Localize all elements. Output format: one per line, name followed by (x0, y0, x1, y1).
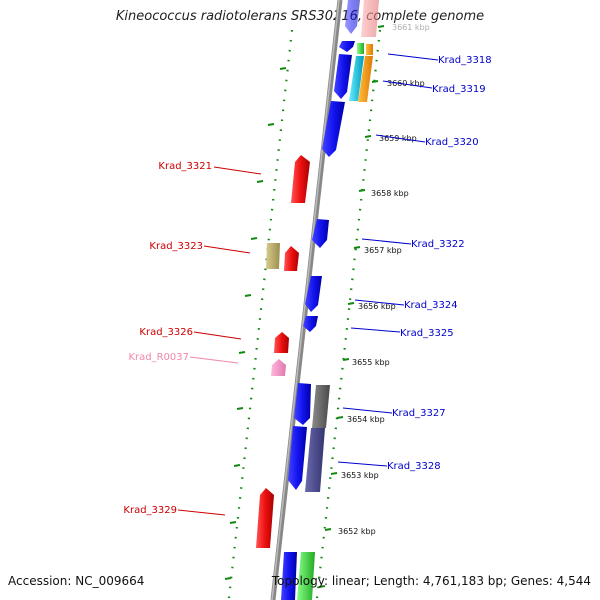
gene-navy-block[interactable] (305, 428, 325, 492)
tick-mark-3658 (358, 189, 366, 192)
gene-green-block[interactable] (357, 43, 364, 54)
label-krad-3325[interactable]: Krad_3325 (400, 328, 454, 339)
left-tick-mark (229, 521, 237, 524)
gene-grey-block[interactable] (312, 385, 330, 428)
genome-summary-text: Topology: linear; Length: 4,761,183 bp; … (271, 574, 591, 588)
leader-krad-3327 (342, 407, 393, 414)
gene-krad-3327[interactable] (294, 383, 311, 425)
leader-krad-3328 (337, 461, 388, 467)
tick-mark-3656 (347, 302, 355, 305)
left-tick-mark (250, 237, 258, 240)
gene-krad-3318[interactable] (339, 41, 355, 52)
gene-orange-block-top[interactable] (366, 44, 373, 55)
gene-krad-3323[interactable] (284, 246, 299, 271)
left-tick-mark (233, 464, 241, 467)
gene-krad-3321[interactable] (291, 155, 310, 203)
gene-krad-3320[interactable] (322, 101, 345, 157)
tick-mark-3659 (364, 135, 372, 138)
label-krad-3322[interactable]: Krad_3322 (411, 239, 465, 250)
leader-krad-r0037 (189, 356, 239, 364)
tick-label-3658: 3658 kbp (371, 189, 409, 198)
tick-mark-3651 (318, 585, 326, 588)
tick-mark-3653 (330, 472, 338, 475)
tick-label-3652: 3652 kbp (338, 527, 376, 536)
tick-label-3655: 3655 kbp (352, 358, 390, 367)
leader-krad-3324 (354, 299, 405, 306)
label-krad-3324[interactable]: Krad_3324 (404, 300, 458, 311)
tick-label-3654: 3654 kbp (347, 415, 385, 424)
label-krad-3319[interactable]: Krad_3319 (432, 84, 486, 95)
tick-mark-3654 (336, 416, 344, 419)
leader-krad-3322 (361, 238, 412, 245)
gene-krad-3328[interactable] (288, 426, 307, 490)
tick-label-3661: 3661 kbp (392, 23, 430, 32)
leader-krad-3325 (350, 327, 401, 333)
genome-title: Kineococcus radiotolerans SRS30216, comp… (115, 9, 485, 24)
label-krad-3323[interactable]: Krad_3323 (149, 241, 203, 252)
label-krad-3328[interactable]: Krad_3328 (387, 461, 441, 472)
leader-krad-3320 (375, 134, 426, 143)
genome-backbone-highlight (271, 0, 340, 600)
label-krad-3326[interactable]: Krad_3326 (139, 327, 193, 338)
leader-krad-3326 (193, 331, 242, 340)
gene-krad-3323-block[interactable] (266, 243, 280, 269)
tick-mark-3661 (377, 25, 385, 28)
left-tick-mark (244, 294, 252, 297)
tick-label-3657: 3657 kbp (364, 246, 402, 255)
tick-mark-3652 (324, 528, 332, 531)
tick-mark-3657 (353, 246, 361, 249)
tick-mark-3660 (371, 80, 379, 83)
leader-krad-3321 (213, 166, 262, 175)
gene-bottom-blue[interactable] (281, 552, 297, 600)
label-krad-3327[interactable]: Krad_3327 (392, 408, 446, 419)
tick-label-3660: 3660 kbp (387, 79, 425, 88)
leader-krad-3323 (203, 245, 251, 254)
left-tick-mark (267, 123, 275, 126)
left-tick-mark (256, 180, 264, 183)
label-krad-r0037[interactable]: Krad_R0037 (128, 352, 189, 363)
left-tick-mark (224, 577, 232, 580)
label-krad-3320[interactable]: Krad_3320 (425, 137, 479, 148)
gene-krad-3319-block[interactable] (334, 54, 352, 99)
gene-cyan-block[interactable] (349, 56, 364, 101)
gene-krad-3324[interactable] (305, 276, 322, 312)
gene-block-top-faded-blue[interactable] (345, 0, 360, 34)
gene-krad-r0037[interactable] (271, 359, 286, 376)
gene-krad-3325[interactable] (303, 316, 318, 332)
gene-krad-3329[interactable] (256, 488, 274, 548)
tick-label-3656: 3656 kbp (358, 302, 396, 311)
gene-block-top-faded-salmon[interactable] (361, 0, 379, 37)
left-tick-mark (236, 407, 244, 410)
label-krad-3329[interactable]: Krad_3329 (123, 505, 177, 516)
label-krad-3318[interactable]: Krad_3318 (438, 55, 492, 66)
leader-krad-3318 (387, 53, 439, 61)
label-krad-3321[interactable]: Krad_3321 (158, 161, 212, 172)
tick-label-3653: 3653 kbp (341, 471, 379, 480)
leader-krad-3319 (382, 80, 433, 89)
tick-mark-3655 (342, 358, 350, 361)
leader-krad-3329 (177, 509, 226, 516)
accession-text: Accession: NC_009664 (8, 574, 145, 588)
left-tick-mark (238, 351, 246, 354)
gene-orange-block[interactable] (358, 56, 373, 102)
gene-krad-3322[interactable] (312, 219, 329, 248)
gene-krad-3326[interactable] (274, 332, 289, 353)
left-tick-mark (279, 67, 287, 70)
gene-bottom-green[interactable] (297, 552, 315, 600)
